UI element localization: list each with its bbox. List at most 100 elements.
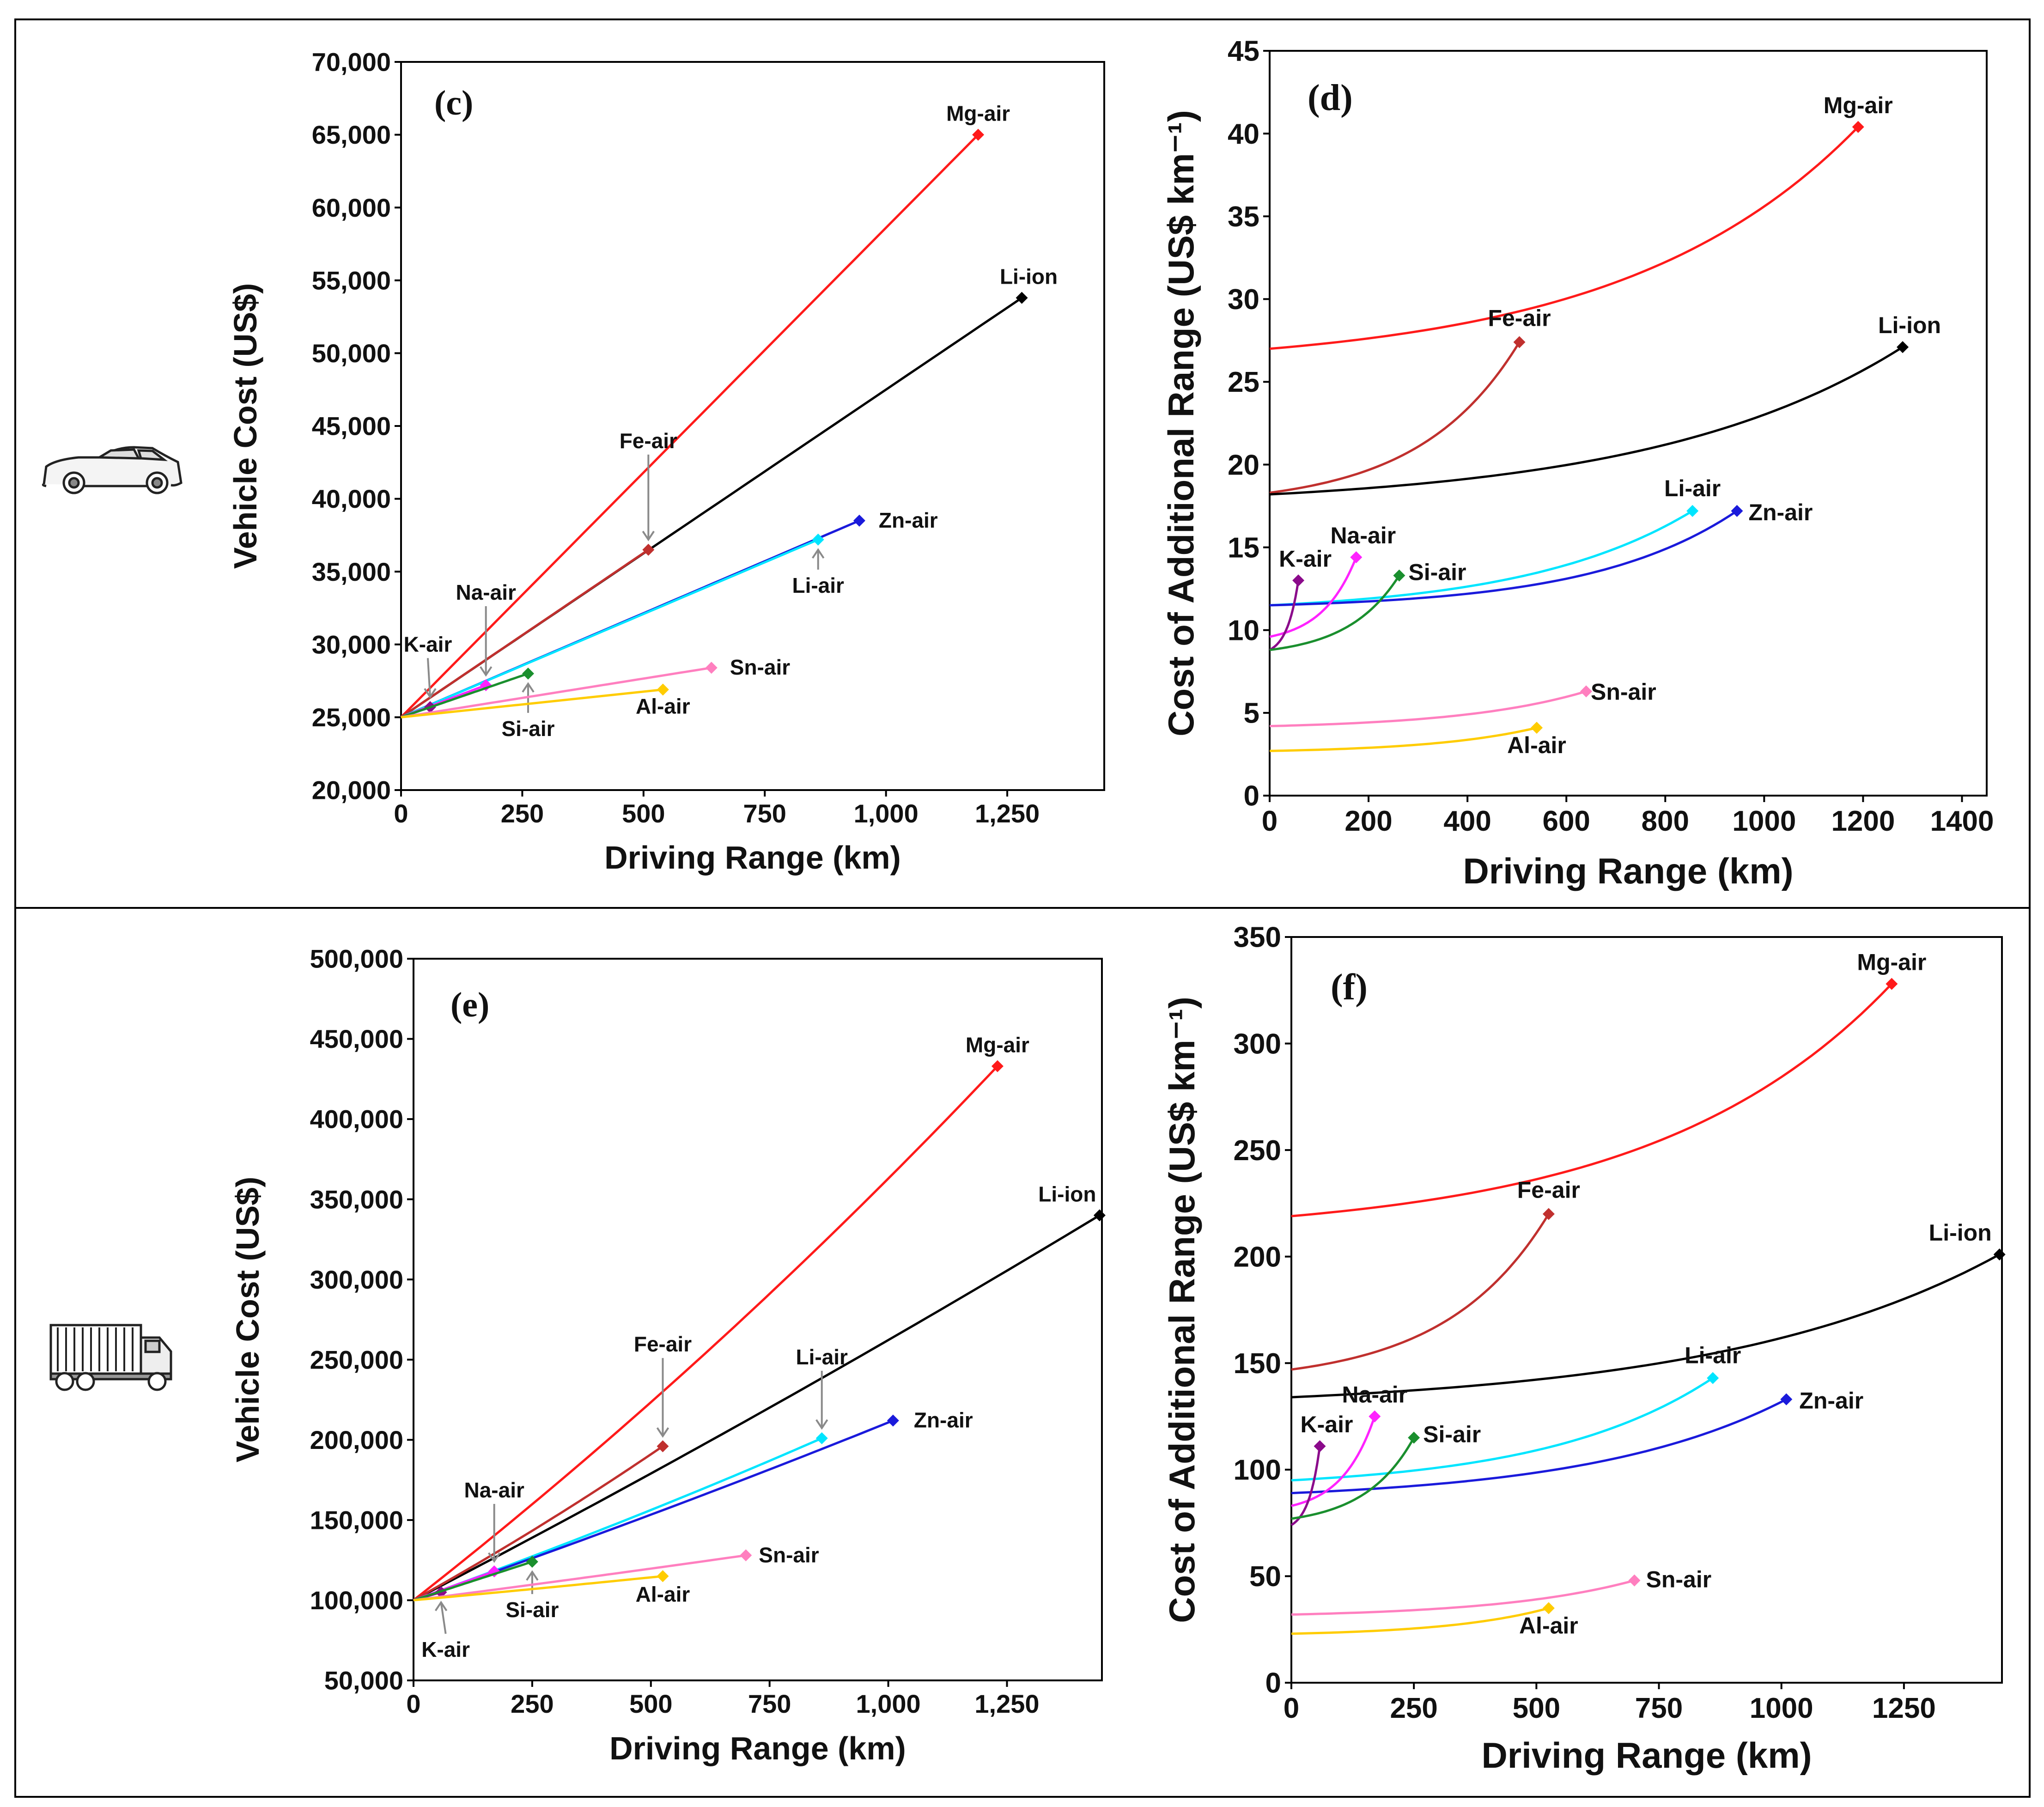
series-line-mg-air — [1269, 126, 1859, 350]
series-marker-si-air — [1393, 569, 1405, 582]
series-line-fe-air — [413, 1445, 663, 1601]
x-tick-label: 1,000 — [856, 1689, 921, 1718]
series-label-li-air: Li-air — [1685, 1343, 1741, 1369]
x-axis-label: Driving Range (km) — [609, 1730, 906, 1766]
series-line-li-air — [1291, 1377, 1714, 1482]
panel-label: (e) — [450, 986, 489, 1024]
annotation-arrowhead — [522, 682, 535, 693]
annotation-arrowhead — [642, 530, 655, 541]
y-tick-label: 50 — [1249, 1561, 1281, 1593]
series-label-fe-air: Fe-air — [620, 429, 677, 453]
series-marker-zn-air — [1780, 1393, 1793, 1405]
series-marker-mg-air — [991, 1060, 1004, 1072]
y-axis-label: Vehicle Cost (US$) — [230, 1177, 266, 1463]
y-tick-label: 30 — [1228, 284, 1259, 316]
y-tick-label: 20,000 — [312, 776, 391, 805]
series-label-li-air: Li-air — [796, 1345, 848, 1369]
annotation-arrowhead — [812, 548, 825, 559]
series-marker-al-air — [657, 683, 669, 696]
series-marker-sn-air — [1580, 685, 1593, 698]
x-tick-label: 1,250 — [975, 799, 1040, 828]
x-tick-label: 1,250 — [974, 1689, 1039, 1718]
y-tick-label: 100 — [1234, 1454, 1281, 1486]
series-line-li-ion — [413, 1214, 1101, 1601]
y-tick-label: 150,000 — [310, 1505, 403, 1534]
series-marker-li-ion — [1897, 341, 1909, 353]
series-marker-al-air — [1530, 722, 1543, 734]
y-tick-label: 200,000 — [310, 1425, 403, 1454]
series-marker-li-ion — [1993, 1248, 2006, 1261]
series-label-si-air: Si-air — [501, 717, 554, 741]
y-axis-label: Cost of Additional Range (US$ km⁻¹) — [1161, 110, 1201, 736]
series-label-sn-air: Sn-air — [1591, 679, 1656, 705]
x-tick-label: 1000 — [1732, 805, 1796, 837]
annotation-arrowhead — [656, 1427, 669, 1438]
series-line-na-air — [1291, 1416, 1376, 1507]
y-tick-label: 500,000 — [310, 944, 403, 973]
x-tick-label: 750 — [1635, 1692, 1683, 1724]
y-tick-label: 35,000 — [312, 557, 391, 586]
x-tick-label: 250 — [511, 1689, 554, 1718]
series-marker-al-air — [657, 1570, 669, 1582]
x-tick-label: 1000 — [1750, 1692, 1813, 1724]
chart-panel-c: 0 250 500 750 1,000 1,250 20,000 25,000 30,000 35… — [227, 48, 1105, 876]
series-line-li-ion — [1291, 1253, 2000, 1399]
series-label-k-air: K-air — [421, 1637, 470, 1661]
y-tick-label: 15 — [1228, 532, 1259, 564]
series-label-k-air: K-air — [404, 632, 452, 656]
x-axis-label: Driving Range (km) — [604, 840, 901, 876]
series-line-fe-air — [400, 548, 649, 718]
x-tick-label: 750 — [743, 799, 786, 828]
series-marker-si-air — [526, 1556, 538, 1568]
car-icon — [42, 446, 182, 494]
panel-label: (c) — [434, 84, 473, 122]
series-label-sn-air: Sn-air — [1646, 1567, 1711, 1593]
series-marker-na-air — [1350, 551, 1363, 564]
series-label-si-air: Si-air — [1423, 1422, 1481, 1448]
series-line-mg-air — [413, 1065, 998, 1601]
series-line-k-air — [1269, 580, 1300, 651]
series-line-al-air — [413, 1575, 663, 1601]
y-tick-label: 20 — [1228, 449, 1259, 481]
series-label-fe-air: Fe-air — [634, 1332, 692, 1356]
truck-icon — [49, 1324, 172, 1391]
series-label-li-ion: Li-ion — [1038, 1182, 1096, 1206]
series-label-al-air: Al-air — [1507, 732, 1566, 758]
series-line-si-air — [413, 1560, 533, 1601]
y-tick-label: 250 — [1234, 1135, 1281, 1167]
y-tick-label: 45,000 — [312, 412, 391, 441]
x-tick-label: 800 — [1642, 805, 1689, 837]
series-label-li-air: Li-air — [1664, 475, 1721, 501]
annotation-arrowhead — [526, 1570, 539, 1581]
series-label-mg-air: Mg-air — [1857, 949, 1926, 975]
series-label-mg-air: Mg-air — [946, 102, 1010, 126]
x-axis-label: Driving Range (km) — [1481, 1735, 1812, 1776]
x-tick-label: 1250 — [1872, 1692, 1936, 1724]
y-tick-label: 70,000 — [312, 48, 391, 77]
series-marker-li-air — [1686, 505, 1699, 517]
series-line-si-air — [1291, 1437, 1415, 1520]
y-tick-label: 50,000 — [312, 339, 391, 368]
panel-label: (f) — [1331, 967, 1368, 1008]
chart-panel-d: 0 200 400 600 800 1000 1200 1400 0 5 10 15 20 25 30 35 4… — [1161, 36, 1994, 891]
series-line-si-air — [401, 672, 529, 718]
annotation-arrowhead — [480, 666, 493, 677]
series-marker-al-air — [1542, 1602, 1555, 1614]
series-marker-si-air — [1408, 1431, 1420, 1444]
y-tick-label: 65,000 — [312, 120, 391, 149]
series-marker-li-ion — [1093, 1209, 1106, 1222]
series-label-si-air: Si-air — [1408, 560, 1466, 585]
x-tick-label: 250 — [501, 799, 544, 828]
series-marker-fe-air — [1542, 1208, 1555, 1220]
series-line-li-air — [1269, 510, 1693, 607]
chart-panel-f: 0 250 500 750 1000 1250 0 50 100 150 200 250 300 350 D… — [1162, 922, 2006, 1776]
x-tick-label: 750 — [748, 1689, 791, 1718]
series-line-fe-air — [1291, 1213, 1550, 1371]
x-axis-label: Driving Range (km) — [1463, 851, 1793, 891]
series-marker-zn-air — [1731, 505, 1743, 517]
y-tick-label: 250,000 — [310, 1345, 403, 1374]
y-tick-label: 300 — [1234, 1028, 1281, 1060]
series-label-na-air: Na-air — [464, 1478, 524, 1502]
series-line-zn-air — [1291, 1398, 1787, 1495]
plot-area-d — [1269, 50, 1988, 797]
